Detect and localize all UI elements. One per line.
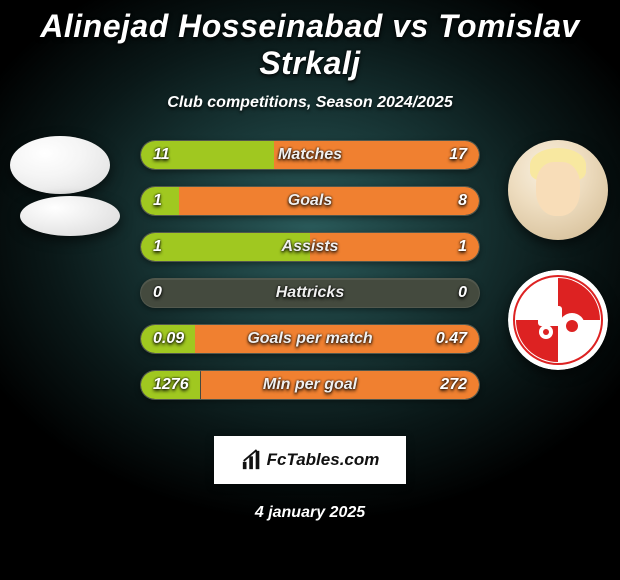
stat-row: Assists11 [140, 232, 480, 262]
fctables-icon [241, 449, 263, 471]
stat-bar-left [141, 187, 179, 215]
player-left-avatar-2 [20, 196, 120, 236]
stat-row: Hattricks0 0 [140, 278, 480, 308]
stat-row: Goals per match0.090.47 [140, 324, 480, 354]
date: 4 january 2025 [0, 504, 620, 522]
stat-row: Matches1117 [140, 140, 480, 170]
fctables-text: FcTables.com [267, 450, 380, 470]
stat-bar-right [310, 233, 479, 261]
subtitle: Club competitions, Season 2024/2025 [0, 94, 620, 112]
stat-row: Min per goal1276272 [140, 370, 480, 400]
stat-bar-left [141, 141, 274, 169]
player-right-avatar [508, 140, 608, 240]
stat-bar-right [201, 371, 480, 399]
page-title: Alinejad Hosseinabad vs Tomislav Strkalj [0, 8, 620, 82]
stat-bar-right [274, 141, 479, 169]
stat-bar-right [179, 187, 479, 215]
stat-row: Goals18 [140, 186, 480, 216]
stats-area: Matches1117 Goals18 Assists11 Hattricks0 0 Go… [0, 140, 620, 430]
stat-value-right: 0 [458, 279, 467, 307]
player-left-avatar-1 [10, 136, 110, 194]
stat-bar-left [141, 371, 200, 399]
stat-bar-left [141, 233, 310, 261]
stat-value-left: 0 [153, 279, 162, 307]
stat-label: Hattricks [141, 279, 479, 307]
club-right-badge [508, 270, 608, 370]
fctables-badge: FcTables.com [214, 436, 406, 484]
stat-bar-left [141, 325, 195, 353]
stat-bar-right [195, 325, 479, 353]
